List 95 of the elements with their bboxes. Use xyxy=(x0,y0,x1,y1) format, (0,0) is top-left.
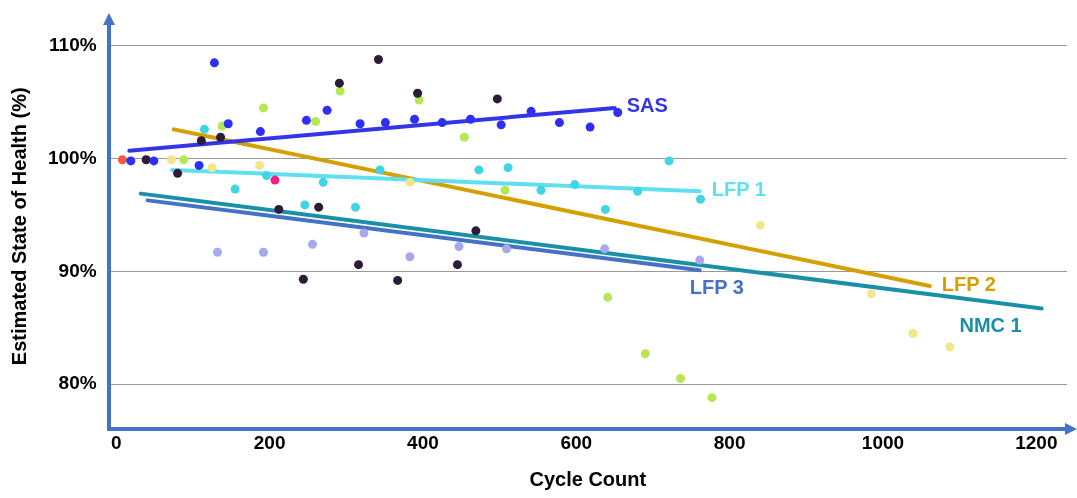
point xyxy=(585,122,595,132)
point xyxy=(502,244,512,254)
y-tick-label: 80% xyxy=(58,372,97,394)
point xyxy=(696,194,706,204)
point xyxy=(410,114,420,124)
point xyxy=(207,163,217,173)
point xyxy=(375,165,385,175)
point xyxy=(452,260,462,270)
point xyxy=(492,94,502,104)
point xyxy=(212,247,222,257)
point xyxy=(945,342,955,352)
point xyxy=(314,202,324,212)
point xyxy=(230,184,240,194)
point xyxy=(355,119,365,129)
point xyxy=(503,163,513,173)
x-tick-label: 1200 xyxy=(1015,431,1058,453)
point xyxy=(335,86,345,96)
point xyxy=(526,106,536,116)
point xyxy=(755,220,765,230)
point xyxy=(570,180,580,190)
point xyxy=(474,165,484,175)
x-tick-label: 1000 xyxy=(861,431,905,453)
point xyxy=(664,156,674,166)
point xyxy=(600,244,610,254)
point xyxy=(603,292,613,302)
y-tick-label: 110% xyxy=(49,34,97,56)
y-tick-label: 90% xyxy=(58,259,97,281)
point xyxy=(640,349,650,359)
point xyxy=(262,171,272,181)
point xyxy=(676,373,686,383)
series-label: LFP 2 xyxy=(941,272,996,295)
series-label: NMC 1 xyxy=(959,314,1022,337)
point xyxy=(373,54,383,64)
point xyxy=(354,260,364,270)
x-tick-label: 600 xyxy=(560,431,593,453)
point xyxy=(334,78,344,88)
point xyxy=(454,242,464,252)
point xyxy=(126,156,136,166)
point xyxy=(311,116,321,126)
x-tick-label: 0 xyxy=(110,431,122,453)
point xyxy=(613,107,623,117)
point xyxy=(413,88,423,98)
series-label: LFP 3 xyxy=(689,275,744,298)
point xyxy=(866,289,876,299)
point xyxy=(196,136,206,146)
point xyxy=(600,204,610,214)
point xyxy=(141,155,151,165)
point xyxy=(465,114,475,124)
series-label: LFP 1 xyxy=(711,177,766,200)
point xyxy=(380,118,390,128)
point xyxy=(536,185,546,195)
point xyxy=(322,105,332,115)
point xyxy=(405,252,415,262)
point xyxy=(216,132,226,142)
point xyxy=(459,132,469,142)
y-tick-label: 100% xyxy=(47,146,97,168)
x-tick-label: 800 xyxy=(713,431,746,453)
point xyxy=(500,185,510,195)
x-tick-label: 400 xyxy=(407,431,439,453)
point xyxy=(258,247,268,257)
point xyxy=(471,226,481,236)
point xyxy=(308,239,318,249)
point xyxy=(149,156,159,166)
point xyxy=(166,155,176,165)
y-axis-title: Estimated State of Health (%) xyxy=(7,87,30,366)
point xyxy=(359,228,369,238)
point xyxy=(117,155,127,165)
point xyxy=(908,328,918,338)
point xyxy=(173,168,183,178)
point xyxy=(707,393,717,403)
point xyxy=(274,204,284,214)
point xyxy=(298,274,308,284)
point xyxy=(301,115,311,125)
point xyxy=(223,119,233,129)
point xyxy=(393,275,403,285)
point xyxy=(633,186,643,196)
point xyxy=(258,103,268,113)
x-tick-label: 200 xyxy=(253,431,286,453)
point xyxy=(194,160,204,170)
point xyxy=(179,155,189,165)
point xyxy=(437,118,447,128)
point xyxy=(199,124,209,134)
point xyxy=(255,127,265,137)
point xyxy=(350,202,360,212)
point xyxy=(405,177,415,187)
point xyxy=(318,177,328,187)
point xyxy=(255,160,265,170)
point xyxy=(300,200,310,210)
series-label: SAS xyxy=(626,94,668,117)
x-axis-title: Cycle Count xyxy=(529,467,647,490)
point xyxy=(209,58,219,68)
point xyxy=(270,175,280,185)
point xyxy=(496,120,506,130)
point xyxy=(554,118,564,128)
point xyxy=(695,255,705,265)
